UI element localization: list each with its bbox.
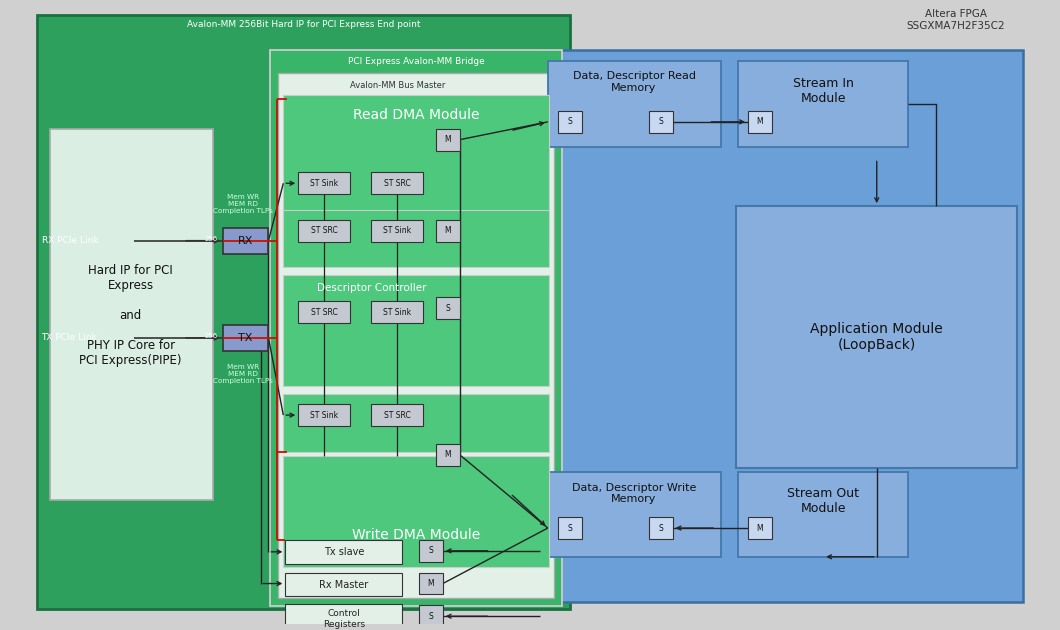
Text: M: M [444,135,452,144]
Text: S: S [658,524,664,532]
Text: Tx slave: Tx slave [323,547,364,557]
Text: S: S [567,117,572,127]
Text: TX: TX [238,333,253,343]
Bar [436,444,460,466]
Bar [298,301,350,323]
Bar [436,129,460,151]
Bar [223,228,268,254]
Text: Read DMA Module: Read DMA Module [353,108,479,122]
Text: Rx Master: Rx Master [319,580,369,590]
Text: M: M [444,450,452,459]
Text: PCI Express Avalon-MM Bridge: PCI Express Avalon-MM Bridge [348,57,484,66]
Bar [283,210,549,268]
Text: Avalon-MM Bus Master: Avalon-MM Bus Master [350,81,445,89]
Bar [548,61,721,147]
Text: M: M [444,226,452,236]
Bar [371,173,423,194]
Bar [298,173,350,194]
Text: S: S [567,524,572,532]
Text: RX PCIe Link: RX PCIe Link [41,236,99,245]
Text: Descriptor Controller: Descriptor Controller [317,284,426,294]
Text: Altera FPGA
SSGXMA7H2F35C2: Altera FPGA SSGXMA7H2F35C2 [906,9,1005,31]
Text: Mem WR
MEM RD
Completion TLPs: Mem WR MEM RD Completion TLPs [213,365,272,384]
Bar [283,394,549,452]
Text: ST SRC: ST SRC [384,411,410,420]
Text: Stream In
Module: Stream In Module [793,77,853,105]
Bar [283,455,549,567]
Bar [223,325,268,351]
Text: S: S [428,612,434,621]
Text: M: M [757,117,763,127]
Text: Write DMA Module: Write DMA Module [352,528,480,542]
Text: RX: RX [238,236,253,246]
Bar [540,50,1023,602]
Bar [50,129,213,500]
Text: ST Sink: ST Sink [310,411,338,420]
Bar [285,573,402,597]
Bar [738,61,908,147]
Bar [419,540,443,562]
Bar [419,605,443,627]
Bar [558,517,582,539]
Bar [37,15,569,609]
Text: 256: 256 [205,236,218,242]
Text: TX PCIe Link: TX PCIe Link [41,333,98,342]
Text: ST SRC: ST SRC [311,307,337,317]
Bar [558,111,582,133]
Bar [283,95,549,246]
Bar [649,517,673,539]
Text: Stream Out
Module: Stream Out Module [788,487,860,515]
Bar [371,220,423,242]
Bar [436,220,460,242]
Bar [285,604,402,630]
Text: Data, Descriptor Write
Memory: Data, Descriptor Write Memory [571,483,696,504]
Bar [548,472,721,557]
Text: Avalon-MM 256Bit Hard IP for PCI Express End point: Avalon-MM 256Bit Hard IP for PCI Express… [188,20,421,29]
Bar [748,517,772,539]
Text: ST SRC: ST SRC [311,226,337,236]
Text: ST Sink: ST Sink [383,307,411,317]
Text: Mem WR
MEM RD
Completion TLPs: Mem WR MEM RD Completion TLPs [213,194,272,214]
Text: Data, Descriptor Read
Memory: Data, Descriptor Read Memory [572,71,695,93]
Bar [298,220,350,242]
Text: S: S [428,546,434,555]
Bar [285,540,402,564]
Bar [736,206,1018,467]
Text: M: M [757,524,763,532]
Text: ST Sink: ST Sink [310,179,338,188]
Text: M: M [427,579,435,588]
Text: Application Module
(LoopBack): Application Module (LoopBack) [811,322,943,352]
Bar [283,275,549,386]
Bar [371,301,423,323]
Bar [436,297,460,319]
Bar [738,472,908,557]
Text: Control
Registers: Control Registers [322,609,365,629]
Bar [649,111,673,133]
Text: ST SRC: ST SRC [384,179,410,188]
Bar [371,404,423,426]
Bar [270,50,562,606]
Text: ST Sink: ST Sink [383,226,411,236]
Text: S: S [445,304,450,312]
Text: S: S [658,117,664,127]
Bar [419,573,443,595]
Text: Hard IP for PCI
Express

and

PHY IP Core for
PCI Express(PIPE): Hard IP for PCI Express and PHY IP Core … [80,263,182,367]
Bar [298,404,350,426]
Text: 256: 256 [205,333,218,339]
Bar [279,73,553,598]
Bar [748,111,772,133]
